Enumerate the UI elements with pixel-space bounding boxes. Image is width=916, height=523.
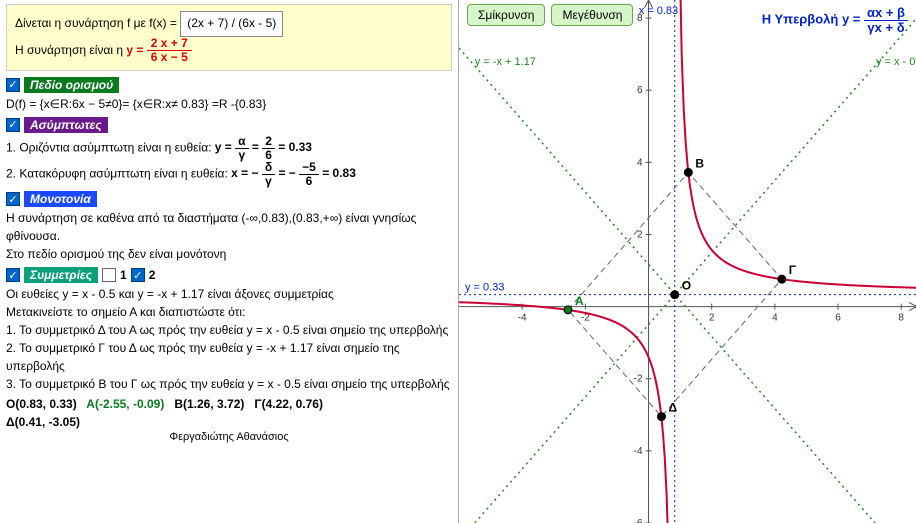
asym-eq2b: = 0.83 [322, 166, 356, 180]
svg-text:Δ: Δ [668, 401, 677, 415]
svg-text:x = 0.83: x = 0.83 [639, 5, 678, 17]
pt-G: Γ(4.22, 0.76) [254, 397, 323, 411]
svg-text:6: 6 [835, 313, 841, 324]
svg-text:-6: -6 [634, 518, 643, 523]
title-frac: αx + β γx + δ [864, 6, 908, 34]
mono-l1: Η συνάρτηση σε καθένα από τα διαστήματα … [6, 209, 452, 245]
svg-text:4: 4 [637, 157, 643, 168]
left-panel: Δίνεται η συνάρτηση f με f(x) = (2x + 7)… [0, 0, 458, 523]
function-input[interactable]: (2x + 7) / (6x - 5) [180, 11, 283, 37]
sym-opt1: 1 [120, 268, 127, 282]
asym-eq1a: = [252, 140, 262, 154]
checkbox-sym-1[interactable]: ✓ [102, 268, 116, 282]
frac-num: 2 x + 7 [147, 37, 192, 51]
svg-text:Γ: Γ [789, 263, 797, 277]
mono-header: ✓ Μονοτονία [6, 191, 452, 207]
asym-frac1: α γ [235, 135, 248, 161]
svg-text:y = 0.33: y = 0.33 [465, 282, 504, 294]
sym-body: Οι ευθείες y = x - 0.5 και y = -x + 1.17… [6, 285, 452, 393]
zoom-in-button[interactable]: Μεγέθυνση [551, 4, 633, 26]
sym-l4: 2. Το συμμετρικό Γ του Δ ως πρός την ευθ… [6, 339, 452, 375]
svg-text:B: B [695, 156, 704, 170]
checkbox-domain[interactable]: ✓ [6, 78, 20, 92]
y-eq-label: y = [126, 42, 146, 56]
asym-frac2b: −5 6 [299, 161, 319, 187]
sym-l3: 1. Το συμμετρικό Δ του Α ως πρός την ευθ… [6, 321, 452, 339]
svg-text:y = x - 0.5: y = x - 0.5 [876, 56, 916, 68]
asym-l1y: y = [215, 140, 235, 154]
svg-text:A: A [575, 294, 584, 308]
badge-domain: Πεδίο ορισμού [24, 77, 119, 93]
asymptotes-body: 1. Οριζόντια ασύμπτωτη είναι η ευθεία: y… [6, 135, 452, 187]
asym-f2b: γ [262, 175, 275, 188]
right-panel: Σμίκρυνση Μεγέθυνση Η Υπερβολή y = αx + … [458, 0, 916, 523]
svg-text:2: 2 [637, 229, 643, 240]
domain-body: D(f) = {x∈R:6x − 5≠0}= {x∈R:x≠ 0.83} =R … [6, 95, 452, 113]
pt-O: O(0.83, 0.33) [6, 397, 77, 411]
asym-frac1b: 2 6 [262, 135, 275, 161]
checkbox-sym[interactable]: ✓ [6, 268, 20, 282]
title-yeq: y = [842, 12, 864, 27]
sym-l1: Οι ευθείες y = x - 0.5 και y = -x + 1.17… [6, 285, 452, 303]
asym-f1t2: 2 [262, 135, 275, 149]
svg-text:-4: -4 [634, 446, 643, 457]
asym-frac2: δ γ [262, 161, 275, 187]
mono-l2: Στο πεδίο ορισμού της δεν είναι μονότονη [6, 245, 452, 263]
asymptotes-header: ✓ Ασύμπτωτες [6, 117, 452, 133]
asym-eq2a: = − [278, 166, 299, 180]
svg-text:-4: -4 [518, 313, 527, 324]
checkbox-mono[interactable]: ✓ [6, 192, 20, 206]
func-prefix: Δίνεται η συνάρτηση f με f(x) = [15, 16, 180, 30]
points-row2: Δ(0.41, -3.05) [6, 415, 452, 429]
checkbox-asymptotes[interactable]: ✓ [6, 118, 20, 132]
graph-canvas[interactable]: -4-22468-6-4-22468y = 0.33x = 0.83y = x … [459, 0, 916, 523]
asym-l1a: 1. Οριζόντια ασύμπτωτη είναι η ευθεία: [6, 140, 215, 154]
asym-l2a: 2. Κατακόρυφη ασύμπτωτη είναι η ευθεία: [6, 166, 231, 180]
badge-sym: Συμμετρίες [24, 267, 98, 283]
svg-text:4: 4 [772, 313, 778, 324]
svg-text:-2: -2 [634, 374, 643, 385]
func-line2-prefix: Η συνάρτηση είναι η [15, 42, 126, 56]
pt-B: B(1.26, 3.72) [174, 397, 244, 411]
svg-text:y = -x + 1.17: y = -x + 1.17 [475, 56, 536, 68]
svg-text:8: 8 [898, 313, 904, 324]
title-text: Η Υπερβολή [762, 12, 842, 27]
checkbox-sym-2[interactable]: ✓ [131, 268, 145, 282]
sym-header: ✓ Συμμετρίες ✓ 1 ✓ 2 [6, 267, 452, 283]
svg-text:6: 6 [637, 85, 643, 96]
zoom-out-button[interactable]: Σμίκρυνση [467, 4, 545, 26]
asym-f1t: α [235, 135, 248, 149]
domain-header: ✓ Πεδίο ορισμού [6, 77, 452, 93]
asym-f2b2: 6 [299, 175, 319, 188]
function-box: Δίνεται η συνάρτηση f με f(x) = (2x + 7)… [6, 4, 452, 71]
pt-D: Δ(0.41, -3.05) [6, 415, 80, 429]
title-frac-t: αx + β [864, 6, 908, 21]
asym-f1b: γ [235, 149, 248, 162]
zoom-buttons: Σμίκρυνση Μεγέθυνση [467, 4, 633, 26]
badge-asymptotes: Ασύμπτωτες [24, 117, 108, 133]
mono-body: Η συνάρτηση σε καθένα από τα διαστήματα … [6, 209, 452, 263]
sym-opt2: 2 [149, 268, 156, 282]
points-row1: O(0.83, 0.33) A(-2.55, -0.09) B(1.26, 3.… [6, 397, 452, 411]
asym-f2t2: −5 [299, 161, 319, 175]
sym-l2: Μετακινείστε το σημείο Α και διαπιστώστε… [6, 303, 452, 321]
sym-l5: 3. Το συμμετρικό Β του Γ ως πρός την ευθ… [6, 375, 452, 393]
svg-text:O: O [682, 279, 691, 293]
pt-A: A(-2.55, -0.09) [86, 397, 164, 411]
frac-den: 6 x − 5 [147, 51, 192, 64]
graph-title: Η Υπερβολή y = αx + β γx + δ [762, 6, 908, 34]
function-fraction: 2 x + 7 6 x − 5 [147, 37, 192, 64]
credit: Φεργαδιώτης Αθανάσιος [6, 431, 452, 443]
title-frac-b: γx + δ [864, 21, 908, 35]
badge-mono: Μονοτονία [24, 191, 97, 207]
asym-f2t: δ [262, 161, 275, 175]
asym-l2x: x = − [231, 166, 262, 180]
svg-text:2: 2 [709, 313, 715, 324]
asym-eq1b: = 0.33 [278, 140, 312, 154]
